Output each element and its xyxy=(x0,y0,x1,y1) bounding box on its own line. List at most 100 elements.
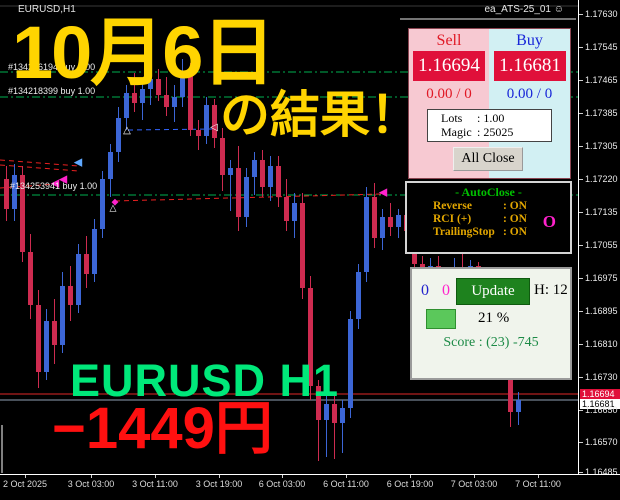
all-close-button[interactable]: All Close xyxy=(453,147,523,171)
candle-body xyxy=(108,152,113,179)
hours-label: H: 12 xyxy=(534,282,568,298)
candle-body xyxy=(380,217,385,238)
time-axis-tick xyxy=(25,475,26,478)
sell-stats-label: 0.00 / 0 xyxy=(426,86,472,102)
candle-body xyxy=(12,174,17,210)
candle-wick xyxy=(342,400,343,454)
time-tick-label: 6 Oct 03:00 xyxy=(258,479,306,489)
time-axis-tick xyxy=(538,475,539,478)
time-axis[interactable]: 2 Oct 2025 3 Oct 03:00 3 Oct 11:00 3 Oct 19… xyxy=(0,474,620,500)
score-label: Score : (23) -745 xyxy=(443,335,539,350)
candle-body xyxy=(68,286,73,305)
time-tick-label: 3 Oct 11:00 xyxy=(132,479,178,489)
price-axis-tick xyxy=(579,410,583,411)
trade-close-arrow-icon: ◁ xyxy=(210,122,218,133)
price-tick-label: 1.17465 xyxy=(585,75,618,85)
candle-body xyxy=(4,178,9,210)
trade-history-line xyxy=(0,159,80,167)
candle-body xyxy=(28,251,33,305)
candle-body xyxy=(228,168,233,175)
price-axis-tick xyxy=(579,344,583,345)
lots-label: Lots xyxy=(441,111,463,125)
headline-result-text: の結果！ xyxy=(220,87,420,143)
candle-body xyxy=(76,253,81,305)
update-panel: 0 0 Update H: 12 21 % Score : (23) -745 xyxy=(410,267,572,380)
time-tick-label: 2 Oct 2025 xyxy=(2,479,48,489)
candle-body xyxy=(188,70,193,130)
time-axis-tick xyxy=(219,475,220,478)
trade-close-arrow-icon: ◀ xyxy=(50,177,60,190)
price-axis-tick xyxy=(579,442,583,443)
trade-close-arrow-icon: ◀ xyxy=(378,186,388,199)
candle-body xyxy=(124,93,129,118)
price-axis-tick xyxy=(579,47,583,48)
lots-row: Lots: 1.00 xyxy=(428,111,551,125)
candle-body xyxy=(116,117,121,153)
trade-close-arrow-icon: ◀ xyxy=(58,173,68,186)
candlestick-chart[interactable] xyxy=(0,0,578,474)
price-tick-label: 1.17630 xyxy=(585,9,618,19)
symbol-period-label: EURUSD,H1 xyxy=(18,4,76,15)
autoclose-panel: - AutoClose - Reverse : ON RCI (+) : ON … xyxy=(405,181,572,254)
buy-header-label: Buy xyxy=(516,32,543,49)
lots-magic-box: Lots: 1.00 Magic: 25025 xyxy=(427,109,552,142)
sell-header-label: Sell xyxy=(436,32,462,49)
time-tick-label: 3 Oct 03:00 xyxy=(67,479,115,489)
price-tick-label: 1.17385 xyxy=(585,108,618,118)
time-tick-label: 7 Oct 11:00 xyxy=(515,479,561,489)
ea-smiley-icon[interactable]: ☺ xyxy=(553,4,564,15)
magic-label: Magic xyxy=(441,125,472,139)
price-tick-label: 1.17545 xyxy=(585,42,618,52)
candle-body xyxy=(340,408,345,423)
sell-price-button[interactable]: 1.16694 xyxy=(413,51,485,81)
price-tick-label: 1.17305 xyxy=(585,141,618,151)
magic-row: Magic: 25025 xyxy=(428,125,551,139)
price-axis-tick xyxy=(579,146,583,147)
time-axis-tick xyxy=(155,475,156,478)
buy-stats-label: 0.00 / 0 xyxy=(506,86,553,102)
candle-wick xyxy=(230,160,231,212)
trade-close-marker-icon: ◆ xyxy=(111,196,119,207)
candle-body xyxy=(148,79,153,90)
candle-body xyxy=(284,196,289,222)
percent-label: 21 % xyxy=(478,310,510,326)
trade-history-line xyxy=(0,183,57,189)
trade-order-label: #134216194 buy 1.00 xyxy=(8,62,96,72)
time-axis-tick xyxy=(474,475,475,478)
bid-price-badge: 1.16681 xyxy=(580,399,620,409)
price-axis[interactable]: 1.16694 1.16681 1.17630 1.17545 1.17465 1.1… xyxy=(578,0,620,477)
ask-price-badge: 1.16694 xyxy=(580,389,620,399)
price-axis-tick xyxy=(579,179,583,180)
candle-body xyxy=(36,304,41,372)
candle-body xyxy=(276,166,281,197)
update-button[interactable]: Update xyxy=(456,278,530,305)
price-tick-label: 1.16570 xyxy=(585,437,618,447)
ea-name-label: ea_ATS-25_01 xyxy=(484,4,551,15)
candle-body xyxy=(140,89,145,104)
candle-body xyxy=(356,272,361,319)
count-right-label: 0 xyxy=(442,282,450,299)
trade-order-label: #134218399 buy 1.00 xyxy=(8,86,96,96)
candle-body xyxy=(172,97,177,108)
time-axis-tick xyxy=(282,475,283,478)
price-tick-label: 1.16810 xyxy=(585,339,618,349)
candle-body xyxy=(252,160,257,177)
candle-body xyxy=(348,318,353,409)
candle-body xyxy=(156,79,161,96)
autoclose-row-reverse: Reverse : ON xyxy=(407,200,570,213)
candle-body xyxy=(180,70,185,98)
candle-wick xyxy=(318,379,319,462)
autoclose-row-rci: RCI (+) : ON xyxy=(407,213,570,226)
candle-body xyxy=(364,196,369,273)
buy-price-button[interactable]: 1.16681 xyxy=(494,51,566,81)
candle-body xyxy=(52,320,57,346)
candle-wick xyxy=(134,72,135,112)
trade-close-arrow-icon: ◀ xyxy=(73,156,83,169)
candle-body xyxy=(316,385,321,421)
reverse-value: : ON xyxy=(503,200,527,212)
progress-indicator xyxy=(426,309,456,329)
price-tick-label: 1.16650 xyxy=(585,405,618,415)
candle-body xyxy=(100,178,105,230)
